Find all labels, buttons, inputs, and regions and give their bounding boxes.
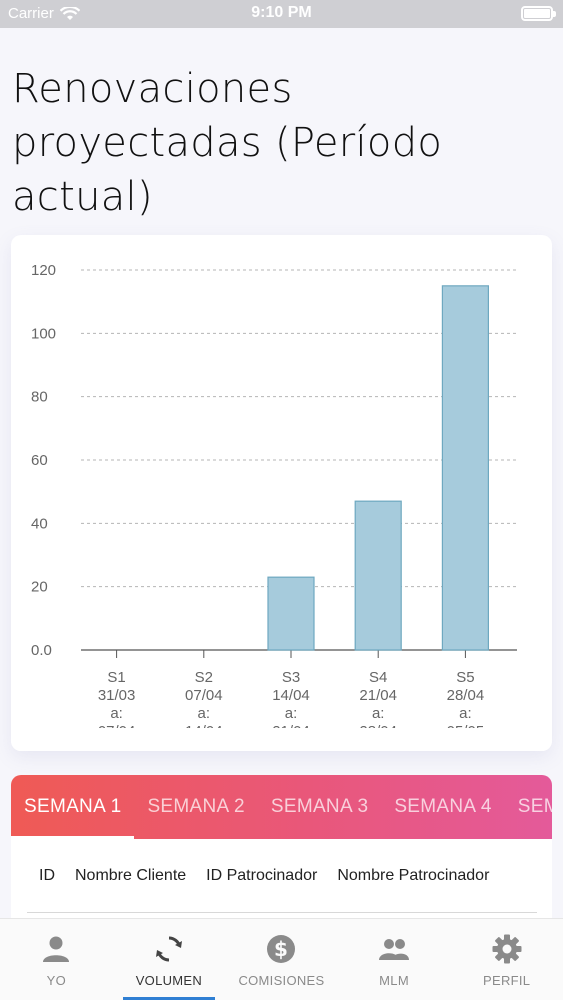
bar-chart: 120100806040200.0S131/03a:07/04S207/04a:… xyxy=(11,262,552,751)
x-tick-label: S5 xyxy=(456,669,474,686)
bottom-navigation: YO VOLUMEN $ COMISIONES MLM PERFIL xyxy=(0,918,563,1000)
y-tick-label: 20 xyxy=(31,579,48,596)
wifi-icon xyxy=(59,6,80,20)
chart-card: 120100806040200.0S131/03a:07/04S207/04a:… xyxy=(11,235,552,751)
label-clip xyxy=(11,728,552,751)
weeks-panel: SEMANA 1 SEMANA 2 SEMANA 3 SEMANA 4 SEMANA 5… xyxy=(11,775,552,925)
y-tick-label: 100 xyxy=(31,325,56,342)
bar[interactable] xyxy=(441,285,489,651)
x-tick-label: a: xyxy=(285,705,298,722)
x-tick-label: 07/04 xyxy=(185,687,223,704)
week-tabs: SEMANA 1 SEMANA 2 SEMANA 3 SEMANA 4 SEMANA 5 xyxy=(11,775,552,839)
nav-item-comisiones[interactable]: $ COMISIONES xyxy=(225,919,338,1000)
nav-item-perfil[interactable]: PERFIL xyxy=(450,919,563,1000)
y-tick-label: 0.0 xyxy=(31,642,52,659)
svg-text:$: $ xyxy=(275,937,289,961)
tab-semana-5[interactable]: SEMANA 5 xyxy=(517,796,552,817)
bar[interactable] xyxy=(354,500,402,651)
column-header[interactable]: Nombre Cliente xyxy=(75,867,187,884)
person-icon xyxy=(43,936,70,962)
x-tick-label: S1 xyxy=(107,669,125,686)
x-tick-label: a: xyxy=(110,705,123,722)
tab-semana-2[interactable]: SEMANA 2 xyxy=(147,796,245,817)
x-tick-label: a: xyxy=(459,705,472,722)
y-tick-label: 120 xyxy=(31,262,56,279)
x-tick-label: S3 xyxy=(282,669,300,686)
clock: 9:10 PM xyxy=(251,4,312,21)
nav-item-yo[interactable]: YO xyxy=(0,919,113,1000)
x-tick-label: 21/04 xyxy=(359,687,397,704)
tab-semana-1[interactable]: SEMANA 1 xyxy=(11,775,135,839)
x-tick-label: S2 xyxy=(195,669,213,686)
status-bar: Carrier 9:10 PM xyxy=(0,0,563,28)
column-header[interactable]: Nombre Patrocinador xyxy=(337,867,490,884)
page-title: Renovaciones proyectadas (Período actual… xyxy=(12,66,443,220)
tab-semana-4[interactable]: SEMANA 4 xyxy=(394,796,492,817)
table-header: ID Nombre Cliente ID Patrocinador Nombre Pa… xyxy=(27,867,537,913)
x-tick-label: a: xyxy=(198,705,211,722)
x-tick-label: S4 xyxy=(369,669,387,686)
battery-icon xyxy=(521,6,556,21)
nav-label: YO xyxy=(46,973,66,988)
x-tick-label: a: xyxy=(372,705,385,722)
carrier-label: Carrier xyxy=(8,5,54,22)
column-header[interactable]: ID Patrocinador xyxy=(206,867,318,884)
gear-icon xyxy=(492,934,522,964)
x-tick-label: 31/03 xyxy=(98,687,136,704)
nav-label: VOLUMEN xyxy=(135,973,203,988)
y-tick-label: 80 xyxy=(31,389,48,406)
refresh-icon xyxy=(155,936,182,962)
x-tick-label: 14/04 xyxy=(272,687,310,704)
nav-label: COMISIONES xyxy=(238,973,325,988)
group-icon xyxy=(379,939,410,960)
nav-item-volumen[interactable]: VOLUMEN xyxy=(113,919,226,1000)
nav-label: MLM xyxy=(379,973,409,988)
y-tick-label: 60 xyxy=(31,452,48,469)
y-tick-label: 40 xyxy=(31,515,48,532)
column-header[interactable]: ID xyxy=(39,867,55,884)
carrier: Carrier xyxy=(8,5,80,22)
bar[interactable] xyxy=(267,576,315,651)
nav-item-mlm[interactable]: MLM xyxy=(338,919,451,1000)
x-tick-label: 28/04 xyxy=(447,687,485,704)
nav-label: PERFIL xyxy=(483,973,531,988)
dollar-icon: $ xyxy=(267,935,296,963)
tab-semana-3[interactable]: SEMANA 3 xyxy=(270,796,369,817)
